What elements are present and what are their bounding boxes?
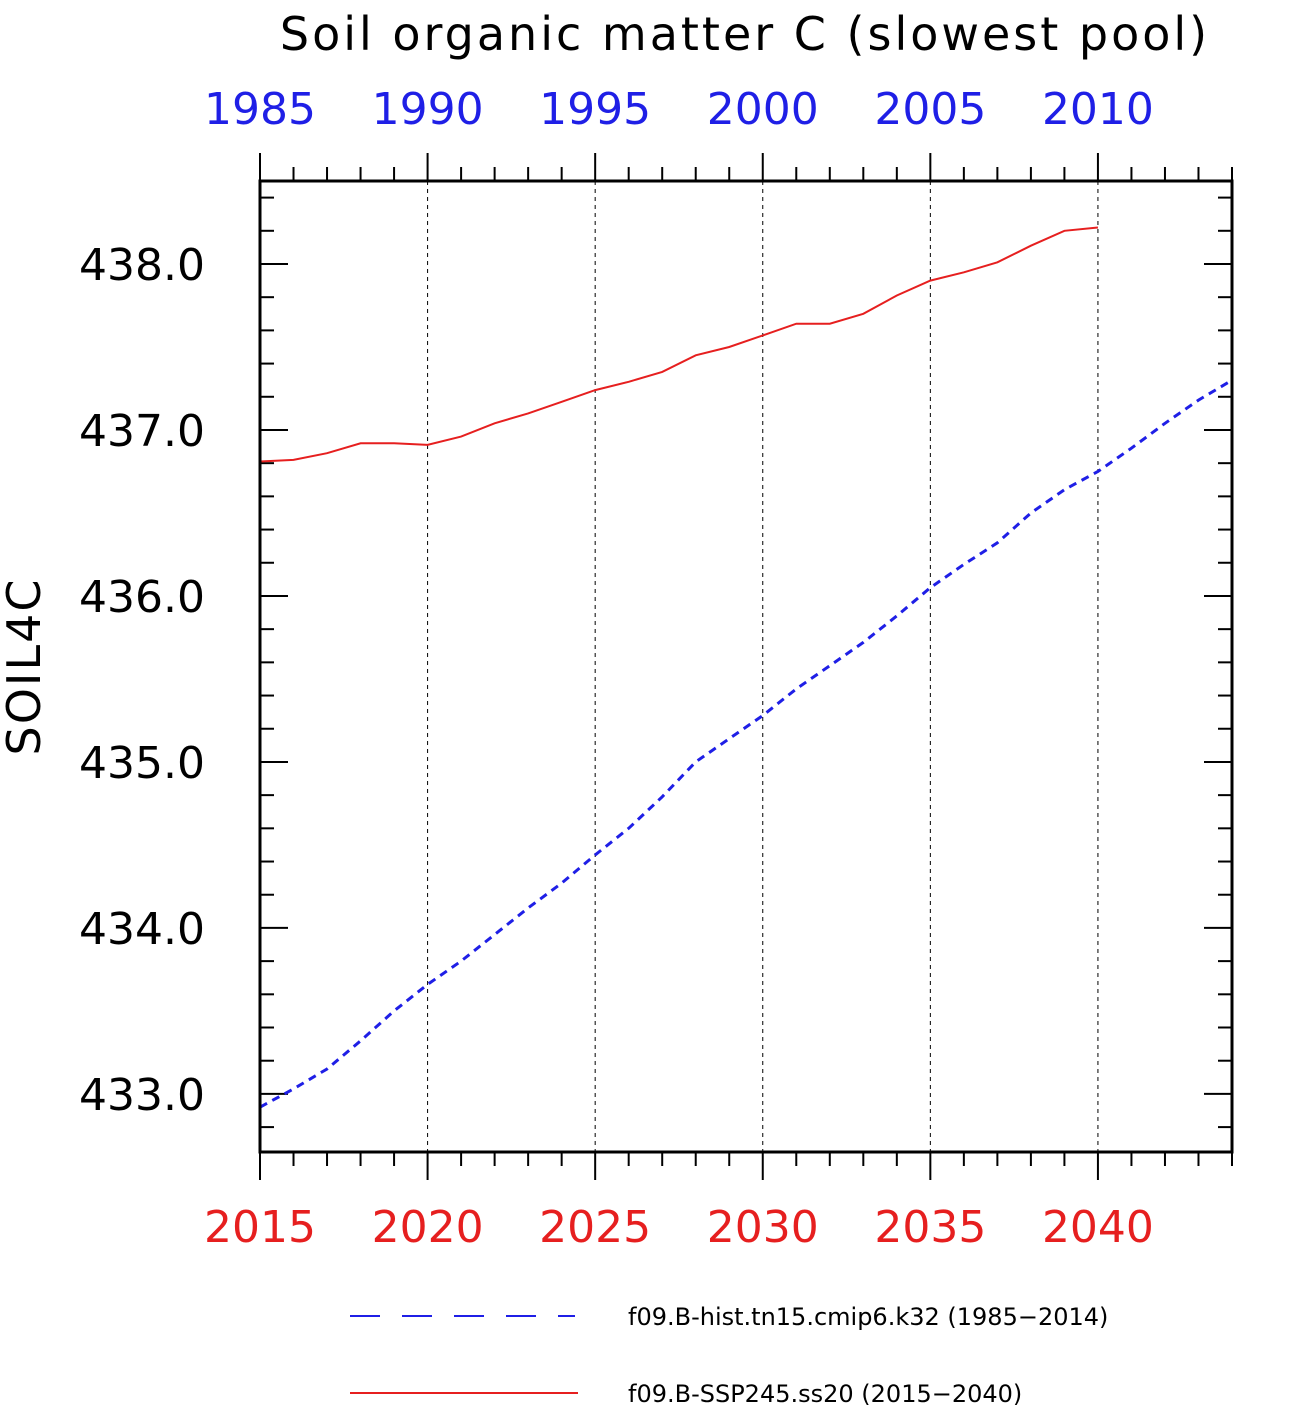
y-tick-label-438.0: 438.0 bbox=[79, 240, 205, 291]
series-line-hist bbox=[259, 378, 1233, 1109]
top-tick-label-2010: 2010 bbox=[1042, 84, 1154, 135]
series-layer bbox=[259, 226, 1233, 1109]
axis-ticks bbox=[259, 153, 1233, 1180]
top-tick-label-1985: 1985 bbox=[204, 84, 316, 135]
top-tick-label-2000: 2000 bbox=[707, 84, 819, 135]
legend: f09.B-hist.tn15.cmip6.k32 (1985−2014) f0… bbox=[350, 1303, 1108, 1408]
y-tick-label-436.0: 436.0 bbox=[79, 572, 205, 623]
y-axis-label: SOIL4C bbox=[0, 578, 51, 756]
top-tick-label-1990: 1990 bbox=[372, 84, 484, 135]
bottom-tick-label-2025: 2025 bbox=[539, 1202, 651, 1253]
chart-title: Soil organic matter C (slowest pool) bbox=[280, 7, 1210, 61]
bottom-tick-label-2030: 2030 bbox=[707, 1202, 819, 1253]
series-line-ssp bbox=[259, 226, 1098, 463]
legend-label-ssp: f09.B-SSP245.ss20 (2015−2040) bbox=[628, 1380, 1022, 1408]
tick-labels: 433.0 434.0 435.0 436.0 437.0 438.0 2015 2020 20… bbox=[79, 84, 1154, 1253]
bottom-tick-label-2020: 2020 bbox=[372, 1202, 484, 1253]
y-tick-label-437.0: 437.0 bbox=[79, 406, 205, 457]
top-tick-label-1995: 1995 bbox=[539, 84, 651, 135]
plot-frame bbox=[258, 179, 1234, 1154]
legend-label-hist: f09.B-hist.tn15.cmip6.k32 (1985−2014) bbox=[628, 1303, 1108, 1331]
top-tick-label-2005: 2005 bbox=[874, 84, 986, 135]
y-tick-label-434.0: 434.0 bbox=[79, 904, 205, 955]
bottom-tick-label-2040: 2040 bbox=[1042, 1202, 1154, 1253]
grid-lines bbox=[427, 181, 1099, 1152]
bottom-tick-label-2035: 2035 bbox=[874, 1202, 986, 1253]
y-tick-label-435.0: 435.0 bbox=[79, 738, 205, 789]
bottom-tick-label-2015: 2015 bbox=[204, 1202, 316, 1253]
y-tick-label-433.0: 433.0 bbox=[79, 1070, 205, 1121]
